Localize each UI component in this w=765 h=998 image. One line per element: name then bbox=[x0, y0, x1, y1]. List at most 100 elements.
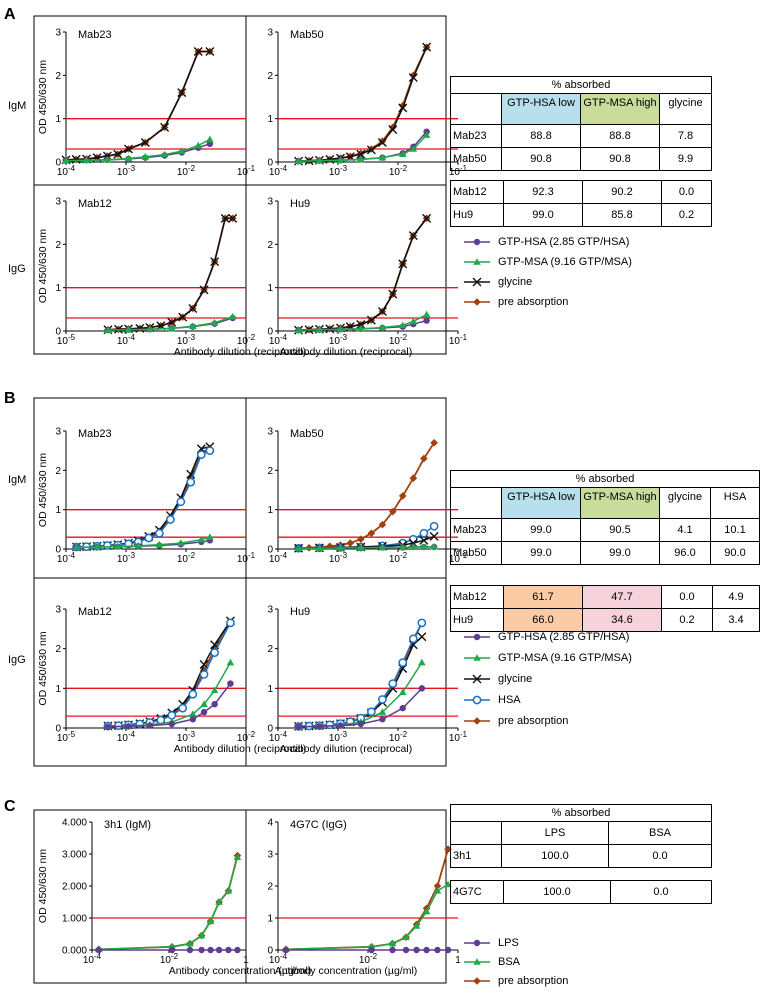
data-point bbox=[141, 153, 150, 160]
y-tick-label: 2 bbox=[267, 882, 273, 893]
legend-item: pre absorption bbox=[462, 973, 568, 989]
data-point bbox=[388, 939, 397, 947]
y-tick-label: 2 bbox=[55, 71, 61, 82]
table-c-title: % absorbed bbox=[450, 804, 712, 822]
tick-label: 10-2 bbox=[389, 551, 408, 565]
legend-item: BSA bbox=[462, 954, 520, 970]
data-point bbox=[82, 156, 91, 164]
data-point bbox=[472, 277, 482, 287]
data-point bbox=[210, 318, 219, 326]
series-line bbox=[107, 217, 233, 331]
data-point bbox=[224, 887, 233, 894]
tick-label: 10-2 bbox=[177, 551, 196, 565]
data-point bbox=[206, 135, 214, 143]
y-tick-label: 1 bbox=[267, 914, 273, 925]
data-point bbox=[336, 325, 345, 333]
data-point bbox=[199, 660, 209, 670]
tick-label: 10-3 bbox=[329, 551, 348, 565]
data-point bbox=[388, 289, 398, 299]
data-point bbox=[315, 544, 324, 552]
table-cell: 92.3 bbox=[503, 180, 583, 204]
data-point bbox=[444, 880, 452, 888]
data-point bbox=[178, 703, 188, 713]
y-tick-label: 1.000 bbox=[62, 914, 87, 925]
data-point bbox=[315, 156, 324, 164]
table-cell: 4.1 bbox=[659, 518, 711, 542]
data-point bbox=[200, 708, 208, 716]
data-point bbox=[430, 542, 438, 550]
table-cell: 10.1 bbox=[710, 518, 760, 542]
data-point bbox=[188, 303, 198, 313]
data-point bbox=[378, 323, 387, 331]
series-line bbox=[298, 217, 428, 332]
data-point bbox=[189, 322, 197, 330]
table-cell: 4.9 bbox=[712, 585, 760, 609]
legend-label: GTP-MSA (9.16 GTP/MSA) bbox=[498, 652, 632, 664]
table-cell: 34.6 bbox=[582, 608, 662, 632]
series-line bbox=[107, 217, 233, 331]
data-point bbox=[378, 543, 387, 551]
table-cell: 47.7 bbox=[582, 585, 662, 609]
table-cell: 61.7 bbox=[503, 585, 583, 609]
legend-marker-icon bbox=[464, 939, 490, 947]
data-point bbox=[399, 704, 406, 712]
data-point bbox=[186, 939, 194, 947]
data-point bbox=[189, 716, 197, 723]
legend-label: HSA bbox=[498, 694, 521, 706]
data-point bbox=[408, 231, 418, 241]
data-point bbox=[409, 145, 418, 152]
data-point bbox=[419, 528, 429, 538]
data-point bbox=[433, 882, 442, 890]
tick-label: 10-4 bbox=[57, 164, 76, 178]
table-cell: Mab50 bbox=[450, 541, 502, 565]
data-point bbox=[357, 535, 365, 543]
data-point bbox=[346, 539, 355, 547]
panel-label-b: B bbox=[4, 390, 16, 407]
legend-b: GTP-HSA (2.85 GTP/HSA) GTP-MSA (9.16 GTP… bbox=[462, 629, 692, 729]
legend-label: glycine bbox=[498, 673, 533, 685]
x-axis-label: Antibody concentration (µg/ml) bbox=[275, 965, 418, 977]
data-point bbox=[167, 710, 177, 720]
data-point bbox=[196, 450, 206, 459]
data-point bbox=[378, 520, 387, 529]
y-tick-label: 0 bbox=[267, 545, 273, 556]
data-point bbox=[420, 454, 428, 463]
table-b-col-3: glycine bbox=[659, 487, 711, 519]
data-point bbox=[177, 88, 187, 98]
data-point bbox=[473, 238, 481, 246]
panel-frame bbox=[33, 397, 447, 767]
data-point bbox=[418, 685, 426, 692]
data-point bbox=[93, 543, 101, 550]
data-point bbox=[146, 325, 154, 333]
tick-label: 10-4 bbox=[83, 952, 102, 966]
chart-title: Mab50 bbox=[290, 428, 324, 440]
data-point bbox=[337, 722, 344, 729]
tick-label: 10-4 bbox=[269, 730, 288, 744]
data-point bbox=[473, 654, 481, 661]
table-cell: 96.0 bbox=[659, 541, 711, 565]
data-point bbox=[155, 540, 164, 548]
data-point bbox=[205, 47, 215, 56]
data-point bbox=[409, 543, 418, 550]
data-point bbox=[366, 315, 376, 325]
legend-label: GTP-HSA (2.85 GTP/HSA) bbox=[498, 236, 630, 248]
data-point bbox=[472, 695, 482, 705]
tick-label: 10-3 bbox=[117, 164, 136, 178]
y-tick-label: 0 bbox=[55, 158, 61, 169]
data-point bbox=[103, 541, 112, 550]
data-point bbox=[398, 658, 408, 667]
y-tick-label: 3 bbox=[267, 197, 273, 208]
legend-label: LPS bbox=[498, 937, 519, 949]
table-cell: 88.8 bbox=[580, 124, 660, 148]
tick-label: 10-4 bbox=[117, 333, 136, 347]
legend-item: pre absorption bbox=[462, 294, 568, 310]
table-cell: 85.8 bbox=[582, 203, 662, 227]
table-b-col-1: GTP-HSA low bbox=[501, 487, 581, 519]
series-line bbox=[76, 446, 211, 548]
data-point bbox=[417, 618, 427, 628]
chart-b-hu9: 0 1 2 3 10-4 10-3 10-2 10-1 Hu9 Antibody dilution… bbox=[267, 605, 467, 756]
chart-title: 4G7C (IgG) bbox=[290, 819, 347, 831]
data-point bbox=[200, 700, 208, 707]
table-a-title: % absorbed bbox=[450, 76, 712, 94]
data-point bbox=[422, 907, 431, 915]
